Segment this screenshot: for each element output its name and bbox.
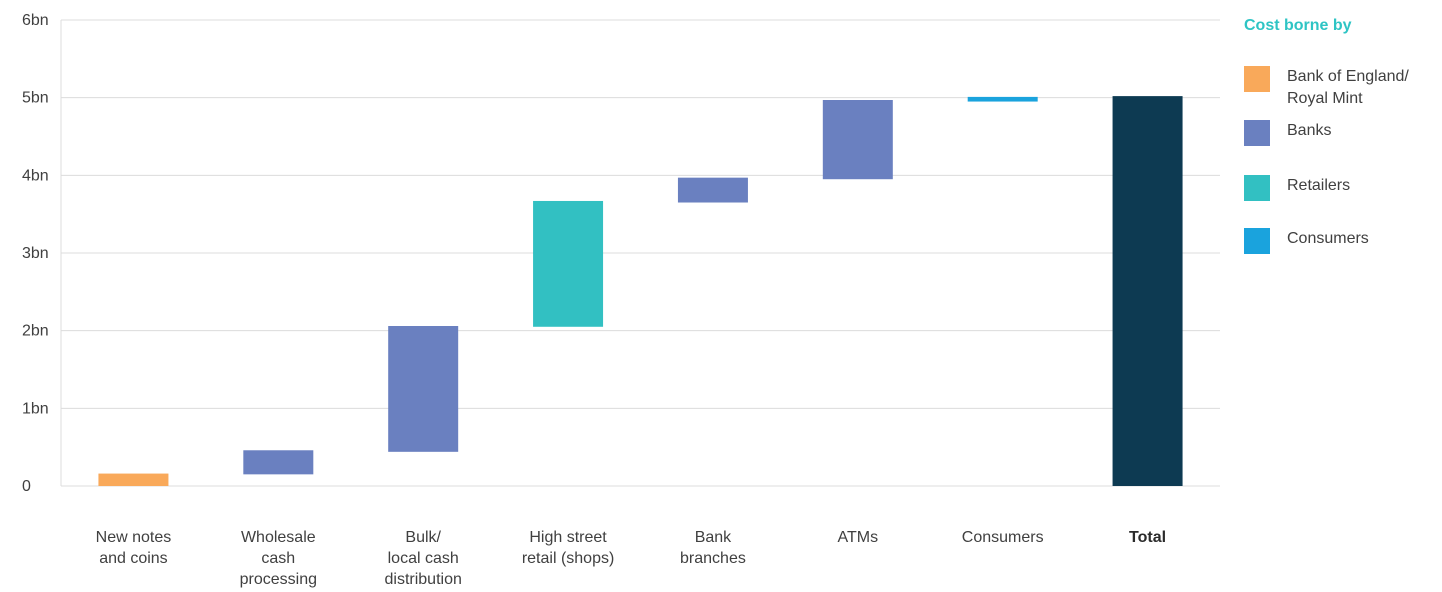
x-category-label: cash — [261, 550, 295, 567]
legend-item: Consumers — [1244, 228, 1427, 254]
legend-title: Cost borne by — [1244, 17, 1352, 34]
bar-bulk-local-cash-distribution — [388, 326, 459, 452]
legend-label-line: Banks — [1287, 122, 1332, 139]
x-category-label: ATMs — [838, 529, 879, 546]
bar-total — [1112, 96, 1183, 486]
bars — [98, 96, 1183, 486]
legend-label-line: Bank of England/ — [1287, 68, 1409, 85]
y-tick-label: 4bn — [22, 167, 49, 184]
x-category-label: Total — [1129, 529, 1166, 546]
bar-new-notes-and-coins — [98, 473, 169, 486]
bar-consumers — [967, 96, 1038, 102]
legend-label: Consumers — [1287, 228, 1427, 250]
legend-item: Banks — [1244, 120, 1427, 146]
bar-atms — [822, 99, 893, 180]
x-category-label: Bulk/ — [405, 529, 441, 546]
legend-swatch — [1244, 228, 1270, 254]
y-tick-label: 1bn — [22, 400, 49, 417]
bar-bank-branches — [677, 177, 748, 203]
x-axis-labels: New notes and coins Wholesale cash processin… — [96, 529, 1166, 588]
y-tick-label: 5bn — [22, 90, 49, 107]
y-tick-label: 3bn — [22, 245, 49, 262]
x-category-label: New notes — [96, 529, 172, 546]
legend-item: Bank of England/Royal Mint — [1244, 66, 1427, 110]
legend-swatch — [1244, 175, 1270, 201]
legend-swatch — [1244, 120, 1270, 146]
x-category-label: Wholesale — [241, 529, 316, 546]
y-tick-label: 6bn — [22, 12, 49, 29]
y-tick-label: 2bn — [22, 323, 49, 340]
legend-label: Banks — [1287, 120, 1427, 142]
y-tick-label: 0 — [22, 478, 31, 495]
legend-swatch — [1244, 66, 1270, 92]
x-category-label: retail (shops) — [522, 550, 614, 567]
legend-label-line: Consumers — [1287, 230, 1369, 247]
legend-label: Bank of England/Royal Mint — [1287, 66, 1427, 110]
legend-label-line: Royal Mint — [1287, 90, 1363, 107]
x-category-label: Consumers — [962, 529, 1044, 546]
x-category-label: and coins — [99, 550, 168, 567]
x-category-label: branches — [680, 550, 746, 567]
x-category-label: distribution — [385, 571, 462, 588]
legend-label-line: Retailers — [1287, 177, 1351, 194]
y-axis-ticks: 0 1bn 2bn 3bn 4bn 5bn 6bn — [22, 12, 49, 495]
bar-high-street-retail-shops — [533, 200, 604, 327]
legend-item: Retailers — [1244, 175, 1427, 201]
x-category-label: processing — [240, 571, 317, 588]
x-category-label: Bank — [695, 529, 732, 546]
x-category-label: local cash — [388, 550, 459, 567]
x-category-label: High street — [529, 529, 607, 546]
legend: Cost borne by Bank of England/Royal Mint… — [1244, 14, 1434, 254]
legend-label: Retailers — [1287, 175, 1427, 197]
gridlines — [60, 19, 1220, 487]
bar-wholesale-cash-processing — [243, 450, 314, 475]
